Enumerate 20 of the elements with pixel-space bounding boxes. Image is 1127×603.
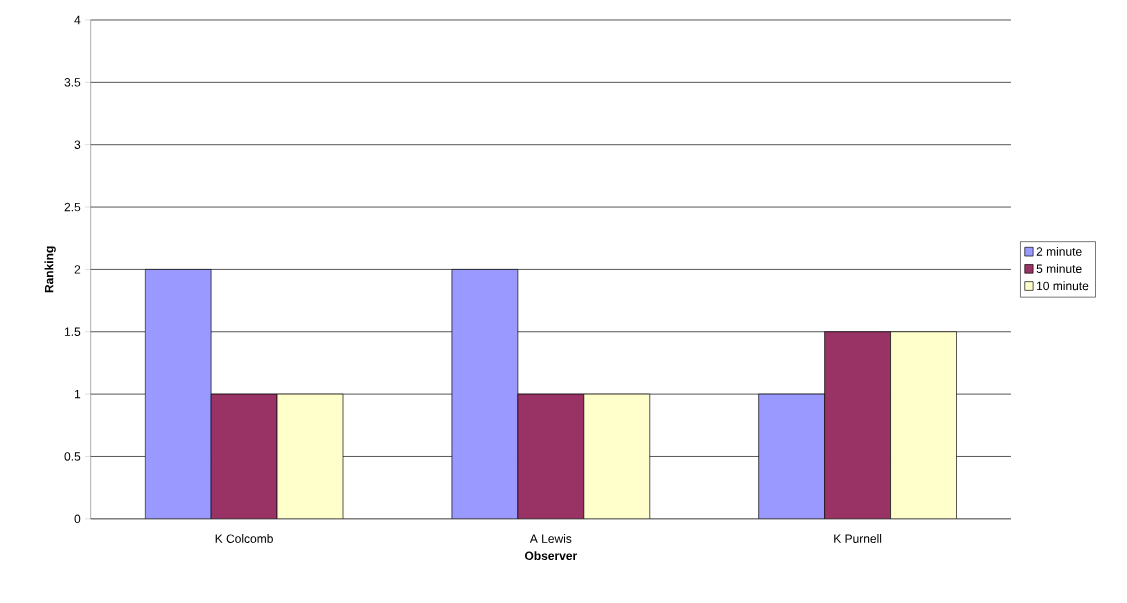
y-tick-label: 1 bbox=[74, 390, 81, 399]
y-tick-label: 3 bbox=[74, 140, 81, 150]
legend-label: 10 minute bbox=[1037, 281, 1089, 291]
y-tick-label: 4 bbox=[74, 15, 81, 25]
bar bbox=[451, 269, 519, 519]
legend-label: 5 minute bbox=[1036, 264, 1082, 274]
x-tick-label: K Colcomb bbox=[215, 534, 273, 544]
x-axis-title: Observer bbox=[524, 551, 578, 561]
x-tick-label: K Purnell bbox=[834, 534, 882, 544]
bar bbox=[758, 393, 825, 519]
y-axis-title: Ranking bbox=[44, 246, 56, 293]
x-tick-label: A Lewis bbox=[529, 534, 572, 544]
y-tick-label: 3.5 bbox=[64, 78, 81, 87]
legend-label: 2 minute bbox=[1036, 247, 1082, 256]
y-tick-label: 2 bbox=[74, 265, 81, 274]
y-tick-label: 2.5 bbox=[64, 202, 81, 212]
bar bbox=[144, 269, 212, 519]
y-tick-label: 1.5 bbox=[64, 327, 81, 337]
y-tick-label: 0 bbox=[74, 514, 81, 524]
y-tick-label: 0.5 bbox=[64, 452, 81, 461]
